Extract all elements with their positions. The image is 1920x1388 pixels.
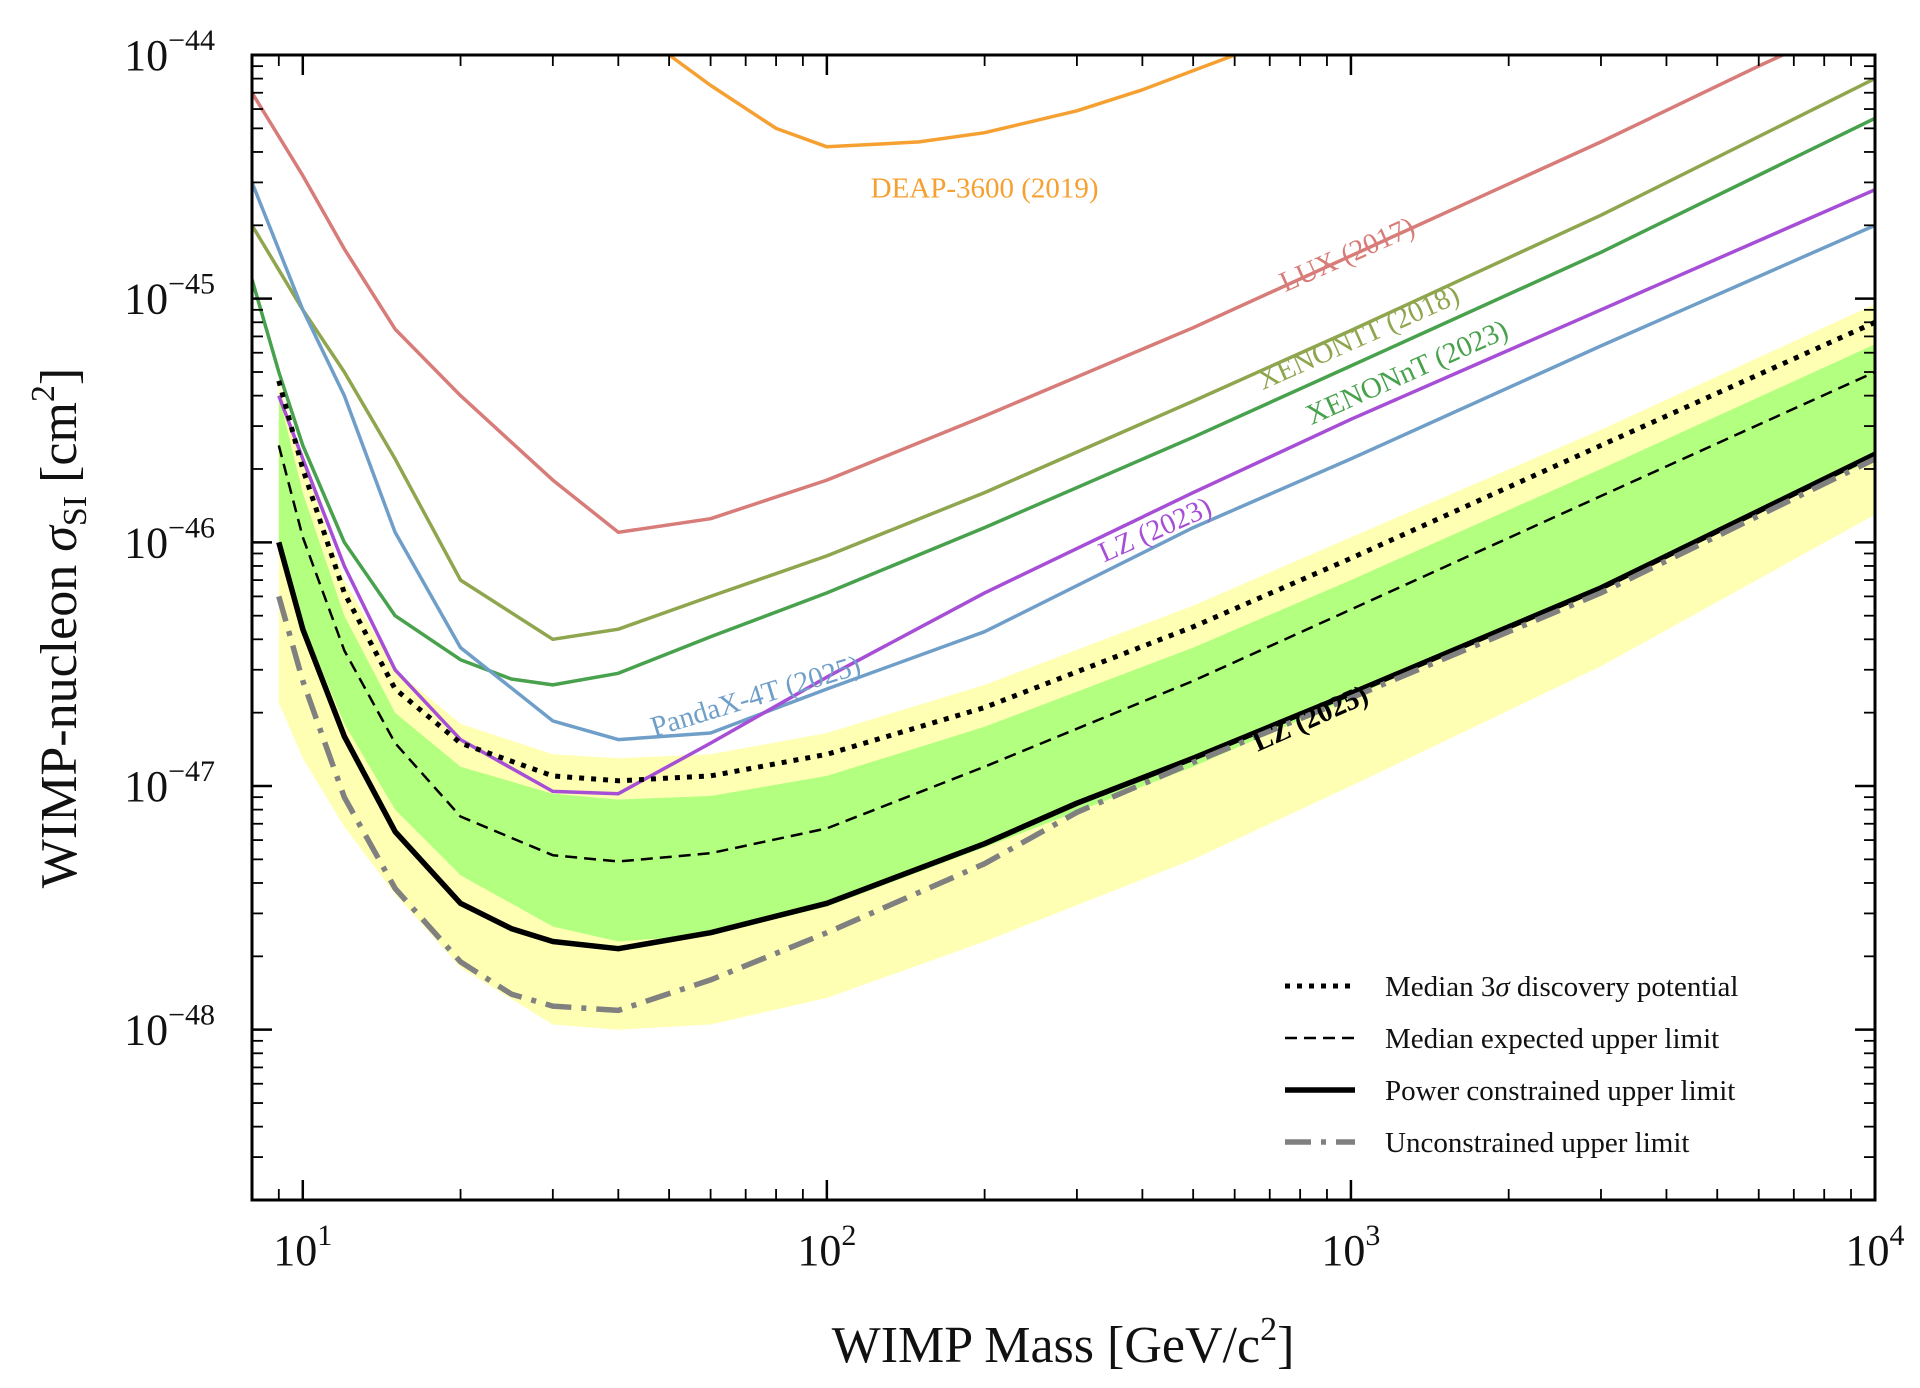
x-axis-title: WIMP Mass [GeV/c2]	[832, 1311, 1295, 1374]
series-lz-2023	[277, 188, 1875, 796]
y-tick-label: 10−48	[124, 999, 215, 1055]
y-tick-label: 10−45	[124, 268, 215, 324]
y-tick-label: 10−47	[124, 755, 215, 811]
legend-label: Median expected upper limit	[1385, 1023, 1719, 1055]
legend: Median 3σ discovery potential Median expe…	[1285, 971, 1738, 1159]
series-lux-2017	[252, 55, 1787, 535]
x-tick-label: 104	[1846, 1219, 1905, 1275]
tick-labels: 101 102 103 104 10−44 10−45 10−46 10−47 10−48	[124, 24, 1904, 1275]
sensitivity-bands	[278, 304, 1875, 1030]
series-median-expected-upper-limit	[277, 370, 1875, 863]
series-xenon1t-2018	[252, 77, 1875, 642]
legend-label: Unconstrained upper limit	[1385, 1127, 1689, 1159]
x-tick-label: 103	[1321, 1219, 1380, 1275]
label-lux-2017: LUX (2017)	[1275, 211, 1420, 299]
legend-label: Median 3σ discovery potential	[1385, 971, 1738, 1003]
label-deap-3600-2019: DEAP-3600 (2019)	[871, 173, 1099, 205]
series-pandax-4t-2025	[252, 181, 1875, 742]
series-median-3-discovery-potential	[276, 320, 1875, 784]
series-power-constrained-upper-limit	[276, 451, 1875, 952]
y-tick-label: 10−44	[124, 24, 215, 80]
y-tick-label: 10−46	[124, 511, 215, 567]
label-pandax-4t-2025: PandaX-4T (2025)	[647, 649, 865, 743]
band-2-sigma	[278, 304, 1875, 1030]
series-xenonnt-2023	[252, 116, 1875, 687]
x-tick-label: 102	[797, 1219, 856, 1275]
y-axis-title: WIMP-nucleon σSI [cm2]	[25, 368, 94, 889]
series-deap-3600-2019	[668, 55, 1236, 149]
plot-frame	[250, 53, 1877, 1202]
series-unconstrained-upper-limit	[276, 456, 1875, 1014]
limit-curves	[252, 55, 1875, 1014]
x-tick-label: 101	[273, 1219, 332, 1275]
legend-label: Power constrained upper limit	[1385, 1075, 1735, 1107]
axis-ticks	[251, 53, 1877, 1201]
